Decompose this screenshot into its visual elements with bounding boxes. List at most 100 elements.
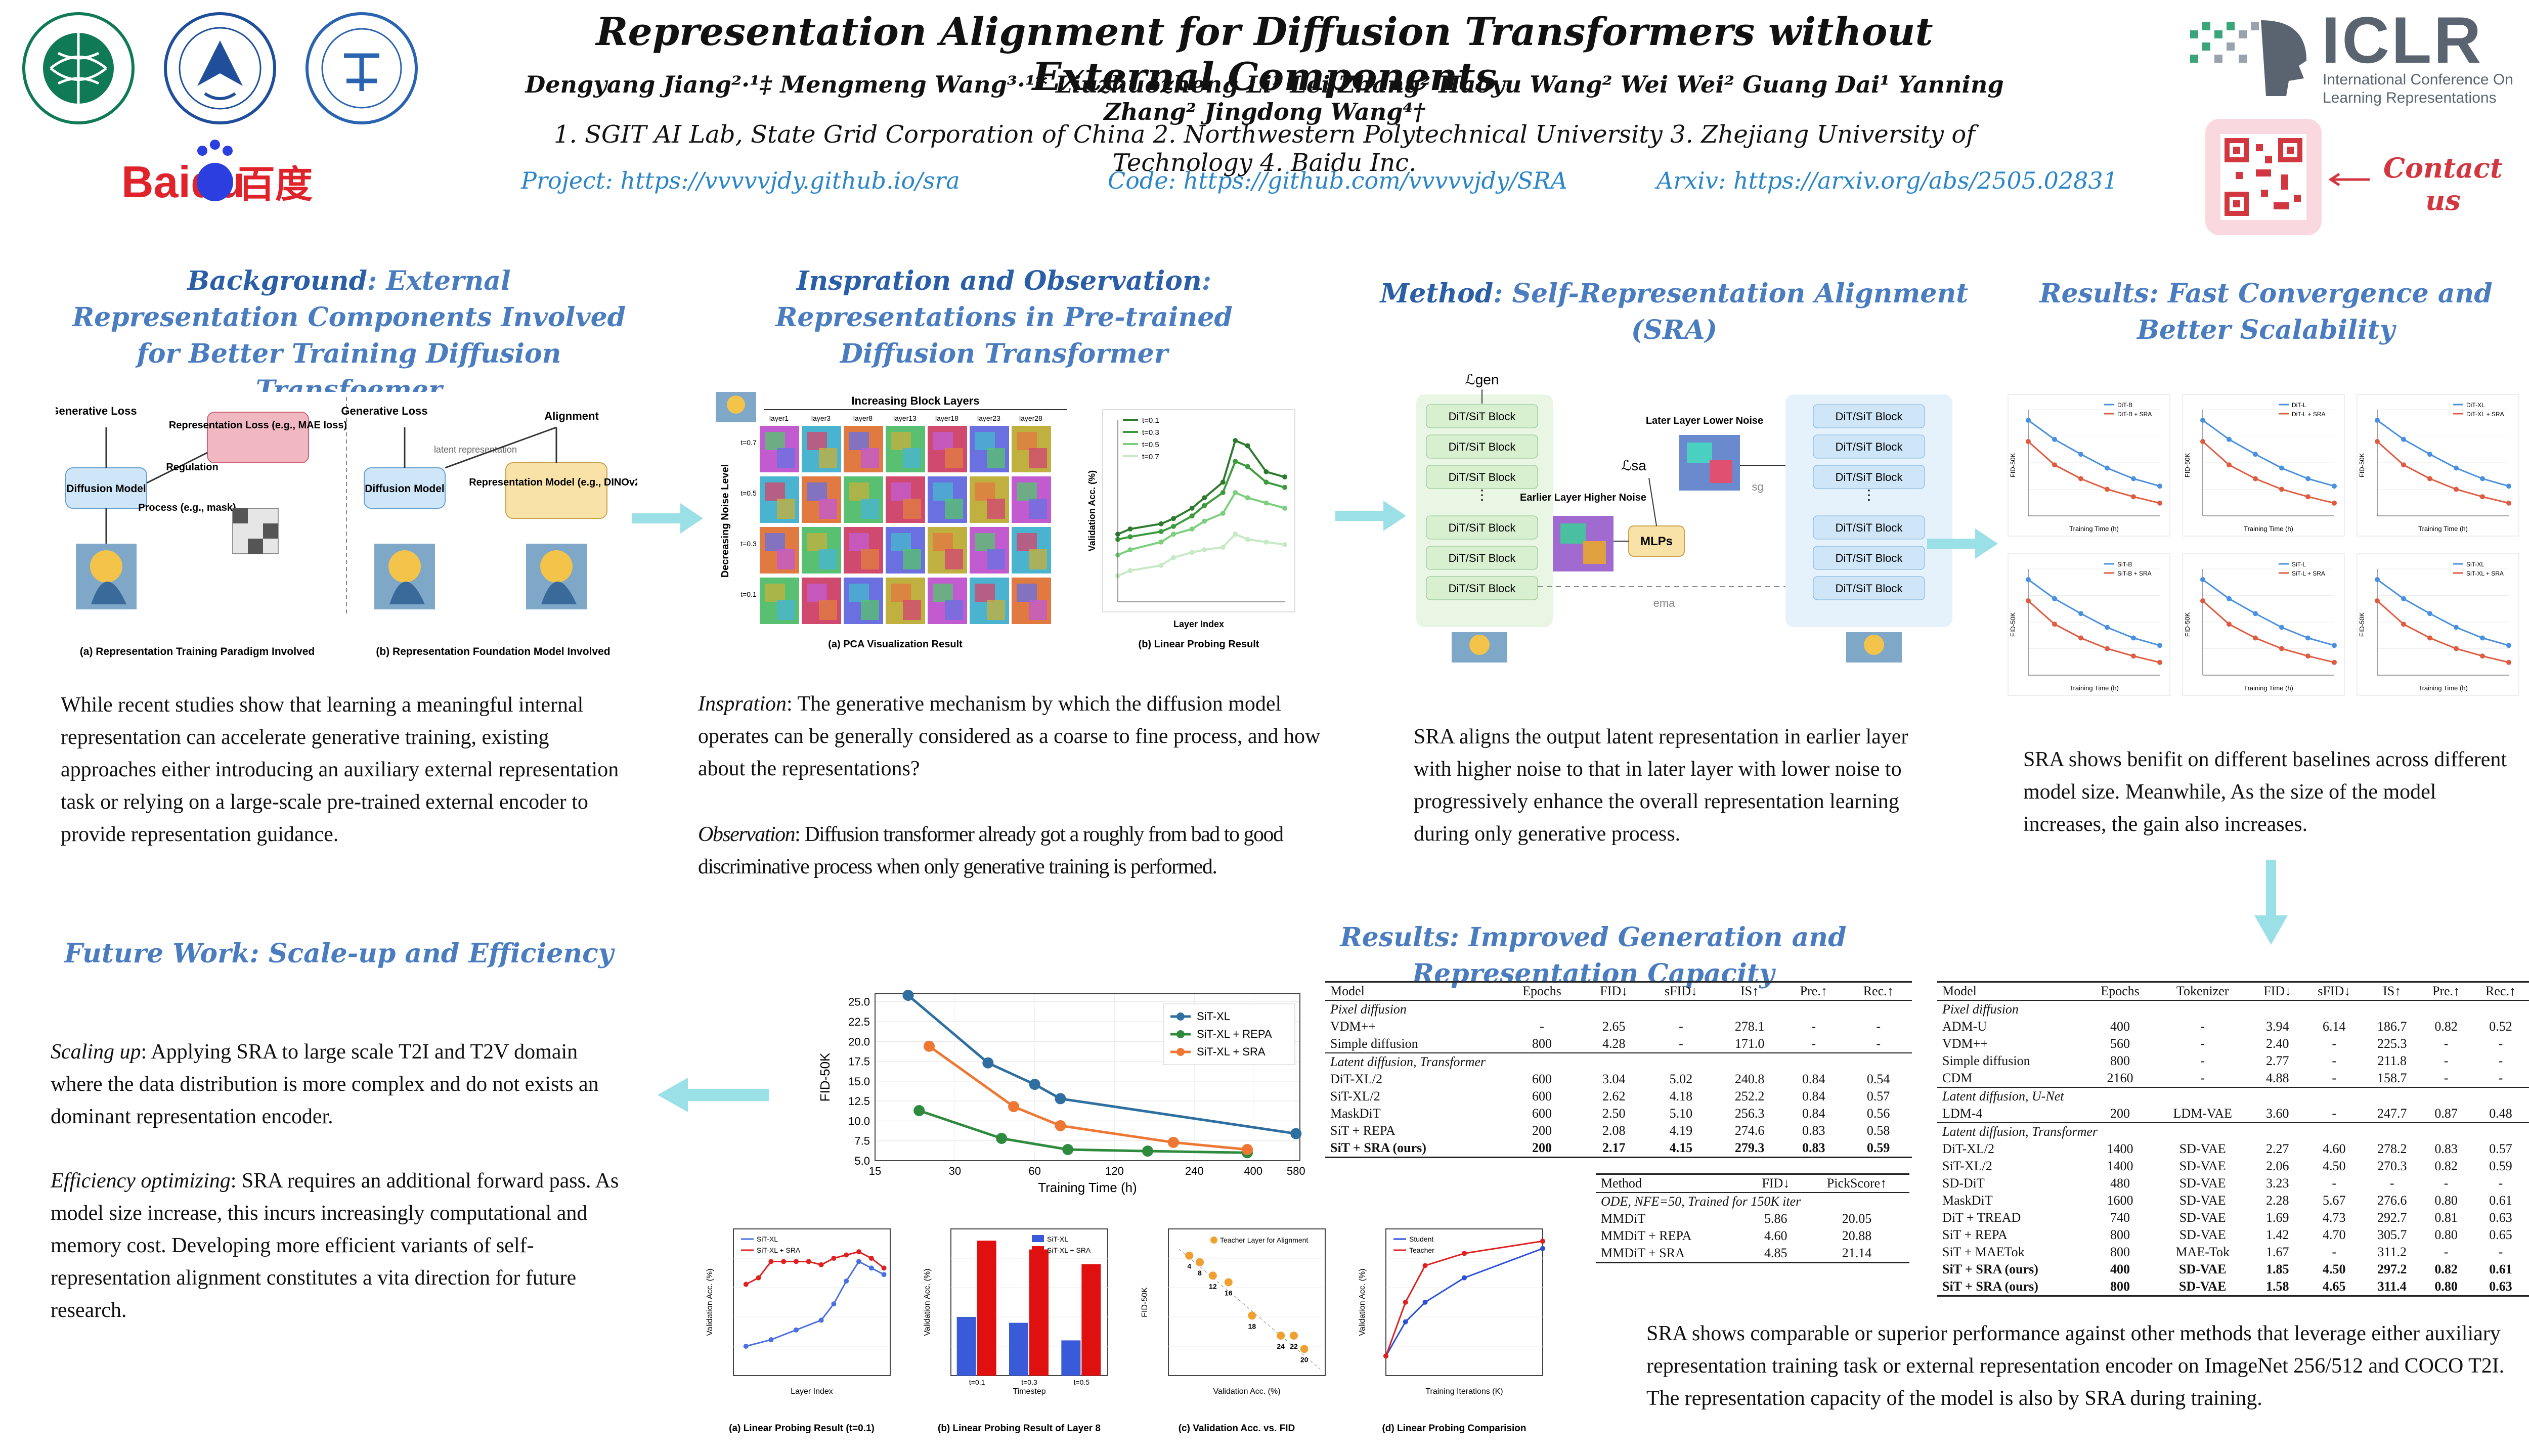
dit-block-label: DiT/SiT Block bbox=[1449, 440, 1516, 453]
table-cell: 311.2 bbox=[2377, 1245, 2407, 1259]
imagenet256-table: Model Epochs FID↓ sFID↓ IS↑ Pre.↑ Rec.↑ Pixel d… bbox=[1325, 981, 1912, 1158]
convergence-point bbox=[2131, 494, 2136, 500]
mini-chart-frame bbox=[2182, 553, 2345, 696]
legend-label: DiT-L + SRA bbox=[2292, 411, 2326, 418]
table-cell: 0.56 bbox=[1866, 1106, 1890, 1121]
table-header: Pre.↑ bbox=[2420, 981, 2473, 1001]
table-cell: 0.65 bbox=[2489, 1227, 2512, 1242]
probe-point bbox=[868, 1265, 874, 1271]
table-row: DiT + TREAD 740 SD-VAE 1.69 4.73 292.7 0.81 0.6… bbox=[1937, 1209, 2529, 1226]
probe-point bbox=[1245, 537, 1250, 542]
y-axis-label: FID-50K bbox=[2358, 453, 2366, 477]
qr-code[interactable] bbox=[2205, 119, 2322, 235]
table-row: MaskDiT 600 2.50 5.10 256.3 0.84 0.56 bbox=[1325, 1105, 1912, 1122]
table-row: SiT + SRA (ours) 800 SD-VAE 1.58 4.65 311.4 0.… bbox=[1937, 1278, 2529, 1297]
table-cell: - bbox=[2200, 1019, 2205, 1034]
pca-cell bbox=[975, 584, 995, 602]
table-cell: - bbox=[2200, 1071, 2205, 1085]
table-cell: SiT-XL/2 bbox=[1330, 1089, 1380, 1104]
table-cell: 2.77 bbox=[2265, 1053, 2289, 1068]
table-cell: 0.61 bbox=[2489, 1262, 2512, 1276]
table-group-label: Latent diffusion, Transformer bbox=[1937, 1122, 2529, 1140]
table-cell: 2.06 bbox=[2265, 1159, 2289, 1173]
table-row: MMDiT 5.86 20.05 bbox=[1596, 1210, 1909, 1227]
table-cell: 297.2 bbox=[2377, 1262, 2407, 1276]
table-cell: 3.60 bbox=[2265, 1106, 2289, 1121]
point-label: 8 bbox=[1198, 1269, 1202, 1277]
table-group-label: Pixel diffusion bbox=[1325, 1000, 1912, 1018]
x-tick-label: 580 bbox=[1287, 1165, 1305, 1177]
pca-cell bbox=[765, 482, 785, 501]
pca-cell bbox=[933, 533, 953, 551]
table-cell: MaskDiT bbox=[1942, 1193, 1993, 1208]
legend-label: t=0.3 bbox=[1142, 428, 1159, 437]
convergence-point bbox=[2026, 418, 2031, 423]
arxiv-link[interactable]: Arxiv: https://arxiv.org/abs/2505.02831 bbox=[1656, 167, 2118, 194]
table-cell: - bbox=[2498, 1071, 2503, 1085]
pca-cell bbox=[903, 549, 921, 569]
probe-point bbox=[1245, 464, 1250, 469]
convergence-point bbox=[2279, 646, 2284, 651]
scatter-point bbox=[1277, 1331, 1285, 1340]
table-cell: 600 bbox=[1532, 1106, 1552, 1121]
convergence-point bbox=[2332, 659, 2337, 665]
probe-point bbox=[1233, 532, 1238, 537]
pca-cell bbox=[807, 432, 827, 450]
pca-cell bbox=[903, 499, 921, 519]
table-cell: 276.6 bbox=[2377, 1193, 2407, 1208]
inspiration-text-1: Inspration: The generative mechanism by … bbox=[698, 692, 1321, 780]
pca-cell bbox=[945, 549, 963, 569]
fid-point bbox=[913, 1105, 925, 1116]
dit-block-label: DiT/SiT Block bbox=[1449, 582, 1516, 595]
mini-chart-frame bbox=[2008, 553, 2170, 696]
convergence-line bbox=[2377, 419, 2509, 487]
table-cell: 247.7 bbox=[2377, 1106, 2407, 1121]
convergence-point bbox=[2052, 596, 2057, 601]
probe-point bbox=[868, 1256, 874, 1261]
svg-text:Representation Loss (e.g., MAE: Representation Loss (e.g., MAE loss) bbox=[169, 420, 347, 431]
pca-cell bbox=[849, 482, 869, 501]
baidu-logo: Baidu 百度 bbox=[121, 137, 334, 212]
legend-label: DiT-B + SRA bbox=[2117, 411, 2152, 418]
table-cell: - bbox=[2332, 1053, 2337, 1068]
probe-point bbox=[1158, 539, 1164, 545]
mask-grid-icon bbox=[232, 508, 279, 554]
layer-label: layer3 bbox=[811, 414, 831, 422]
probe-point bbox=[1540, 1239, 1545, 1244]
layer-label: layer23 bbox=[977, 414, 1000, 422]
table-cell: 0.52 bbox=[2489, 1019, 2512, 1034]
dit-block-label: DiT/SiT Block bbox=[1836, 521, 1903, 534]
table-cell: 0.83 bbox=[1782, 1139, 1845, 1158]
convergence-point bbox=[2454, 625, 2459, 630]
svg-text:Alignment: Alignment bbox=[544, 410, 599, 422]
convergence-point bbox=[2480, 653, 2485, 659]
layer-label: layer8 bbox=[853, 414, 873, 422]
table-cell: 21.14 bbox=[1804, 1245, 1909, 1263]
table-cell: 274.6 bbox=[1734, 1123, 1765, 1138]
table-cell: MMDiT + SRA bbox=[1596, 1245, 1748, 1263]
convergence-line bbox=[2028, 440, 2160, 504]
fid-point bbox=[1055, 1120, 1066, 1131]
layer-label: layer13 bbox=[893, 414, 917, 422]
table-cell: SiT + REPA bbox=[1942, 1227, 2008, 1242]
state-grid-logo bbox=[20, 10, 137, 126]
project-link[interactable]: Project: https://vvvvvjdy.github.io/sra bbox=[521, 167, 960, 194]
scatter-point bbox=[1196, 1258, 1204, 1266]
convergence-point bbox=[2131, 635, 2136, 641]
table-cell: 1400 bbox=[2107, 1159, 2133, 1173]
legend-label: DiT-L bbox=[2292, 402, 2306, 409]
table-cell: - bbox=[2444, 1245, 2449, 1259]
table-group-label: Latent diffusion, Transformer bbox=[1325, 1052, 1912, 1071]
table-cell: 800 bbox=[1532, 1036, 1552, 1051]
code-link[interactable]: Code: https://github.com/vvvvvjdy/SRA bbox=[1108, 167, 1567, 194]
probe-point bbox=[1383, 1353, 1388, 1359]
legend-swatch bbox=[1032, 1246, 1044, 1253]
table-cell: 3.04 bbox=[1602, 1072, 1626, 1086]
table-cell: - bbox=[2444, 1071, 2449, 1085]
noise-label: t=0.5 bbox=[740, 489, 757, 497]
convergence-point bbox=[2131, 653, 2136, 659]
arrow-left-icon bbox=[2327, 172, 2372, 187]
table-cell: 400 bbox=[2110, 1262, 2130, 1276]
legend-label: SiT-XL + SRA bbox=[1197, 1045, 1266, 1058]
svg-text:Validation Acc. (%): Validation Acc. (%) bbox=[1087, 470, 1097, 551]
